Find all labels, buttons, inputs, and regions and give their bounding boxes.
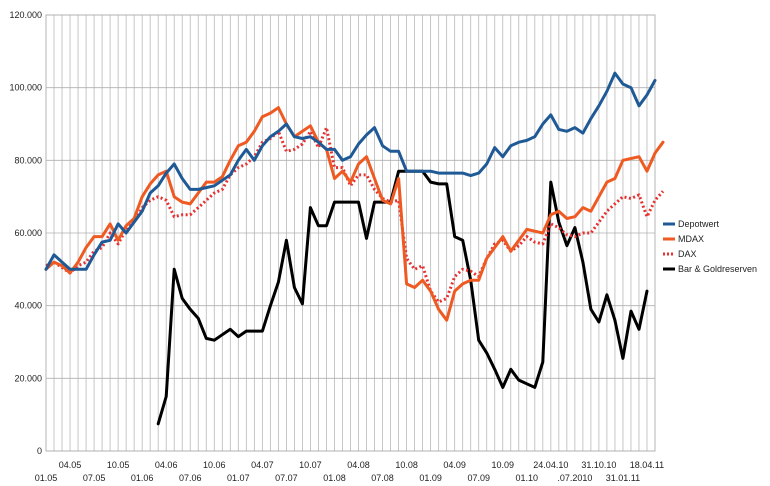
- x-tick-label: 07.06: [179, 473, 202, 483]
- x-tick-label: 01.05: [35, 473, 58, 483]
- legend: Depotwert MDAX DAX Bar & Goldreserven: [663, 219, 757, 274]
- x-tick-label: 01.08: [323, 473, 346, 483]
- x-tick-label: 04.06: [155, 460, 178, 470]
- y-tick-label: 60.000: [14, 228, 42, 238]
- y-tick-label: 20.000: [14, 373, 42, 383]
- x-tick-label: 18.04.11: [630, 460, 664, 470]
- x-tick-label: 01.10: [516, 473, 539, 483]
- series-line-dax: [45, 126, 665, 304]
- x-tick-label: 31.01.11: [606, 473, 640, 483]
- y-tick-label: 40.000: [14, 301, 42, 311]
- series-line-depotwert: [44, 71, 657, 271]
- x-tick-label: 01.06: [131, 473, 154, 483]
- x-tick-label: 10.05: [107, 460, 130, 470]
- x-tick-label: 04.05: [59, 460, 82, 470]
- x-tick-label: 10.08: [395, 460, 418, 470]
- legend-label: Bar & Goldreserven: [678, 264, 757, 274]
- y-tick-label: 120.000: [9, 10, 42, 20]
- x-tick-label: 01.07: [227, 473, 250, 483]
- legend-label: Depotwert: [678, 219, 720, 229]
- x-tick-label: 07.05: [83, 473, 106, 483]
- x-tick-label: 01.09: [419, 473, 442, 483]
- y-axis: 0 20.000 40.000 60.000 80.000 100.000 120.000: [9, 10, 42, 456]
- x-tick-label: 10.06: [203, 460, 226, 470]
- x-tick-label: 07.09: [467, 473, 490, 483]
- legend-label: MDAX: [678, 234, 704, 244]
- x-tick-label: 04.07: [251, 460, 274, 470]
- x-tick-label: 10.09: [491, 460, 514, 470]
- x-tick-label: 31.10.10: [581, 460, 616, 470]
- y-tick-label: 80.000: [14, 155, 42, 165]
- series-line-mdax: [44, 106, 665, 322]
- x-tick-label: 07.07: [275, 473, 298, 483]
- grid: [45, 14, 656, 452]
- x-tick-label: 04.09: [443, 460, 466, 470]
- x-tick-label: .07.2010: [557, 473, 592, 483]
- x-tick-label: 04.08: [347, 460, 370, 470]
- y-tick-label: 100.000: [9, 83, 42, 93]
- series-line-bar-goldreserven: [156, 169, 649, 426]
- x-axis: 01.0504.0507.0510.0501.0604.0607.0610.06…: [35, 460, 664, 483]
- y-tick-label: 0: [37, 446, 42, 456]
- x-tick-label: 24.04.10: [533, 460, 568, 470]
- x-tick-label: 07.08: [371, 473, 394, 483]
- legend-label: DAX: [678, 249, 697, 259]
- series-lines: [44, 71, 665, 426]
- x-tick-label: 10.07: [299, 460, 322, 470]
